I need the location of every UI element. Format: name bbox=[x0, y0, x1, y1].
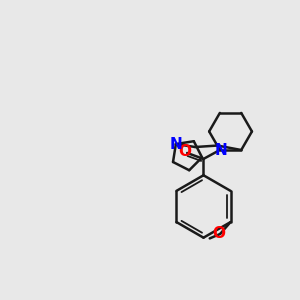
Text: O: O bbox=[212, 226, 225, 241]
Text: N: N bbox=[169, 136, 182, 152]
Text: N: N bbox=[214, 142, 227, 158]
Text: O: O bbox=[178, 144, 192, 159]
